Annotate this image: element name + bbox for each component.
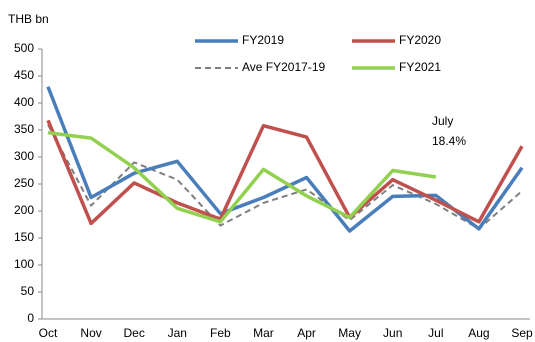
series-line	[46, 119, 524, 226]
x-tick-label: Jan	[168, 326, 187, 340]
x-tick-label: Oct	[39, 326, 58, 340]
y-tick-label: 150	[14, 230, 34, 244]
legend-label: FY2019	[242, 33, 284, 47]
legend-label: FY2021	[399, 60, 441, 74]
x-tick-label: Nov	[80, 326, 101, 340]
legend-label: Ave FY2017-19	[242, 60, 325, 74]
series-line	[47, 124, 523, 230]
y-tick-label: 500	[14, 41, 34, 55]
series-line	[46, 86, 524, 233]
x-tick-label: Aug	[468, 326, 489, 340]
y-tick-label: 250	[14, 176, 34, 190]
x-tick-label: Sep	[511, 326, 533, 340]
x-tick-label: Feb	[210, 326, 231, 340]
y-tick-label: 0	[27, 311, 34, 325]
x-tick-label: Jun	[383, 326, 402, 340]
y-tick-label: 50	[21, 284, 35, 298]
x-tick-label: Dec	[124, 326, 145, 340]
legend-label: FY2020	[399, 33, 441, 47]
x-tick-label: May	[338, 326, 361, 340]
y-tick-label: 300	[14, 149, 34, 163]
y-tick-label: 450	[14, 68, 34, 82]
y-tick-label: 100	[14, 257, 34, 271]
x-tick-label: Mar	[253, 326, 274, 340]
y-axis-label: THB bn	[8, 12, 49, 26]
y-tick-label: 350	[14, 122, 34, 136]
x-tick-label: Jul	[428, 326, 443, 340]
annotation: 18.4%	[432, 134, 466, 148]
y-tick-label: 400	[14, 95, 34, 109]
series-line	[47, 130, 437, 224]
annotation: July	[432, 114, 453, 128]
y-tick-label: 200	[14, 203, 34, 217]
x-tick-label: Apr	[297, 326, 316, 340]
